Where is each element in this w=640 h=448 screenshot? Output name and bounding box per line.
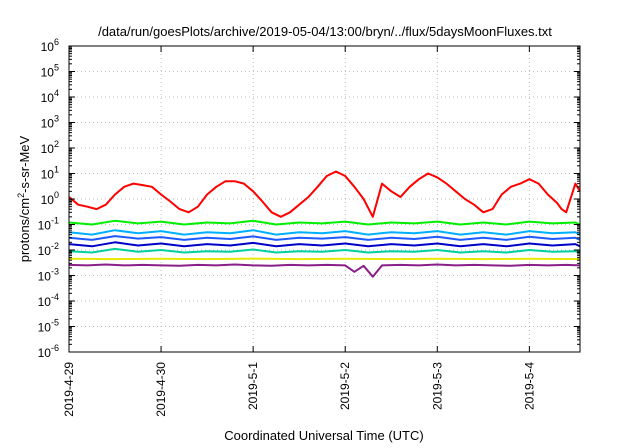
y-axis-label-base: protons/cm (17, 198, 32, 262)
series-line-7 (68, 257, 581, 261)
y-tick-label: 10-1 (38, 216, 59, 233)
y-tick-exp: 5 (54, 63, 59, 73)
x-tick-label: 2019-5-2 (338, 362, 352, 410)
x-tick-label: 2019-4-30 (154, 362, 168, 417)
y-tick-base: 10 (38, 295, 52, 309)
y-tick-label: 101 (41, 165, 59, 182)
x-axis-label: Coordinated Universal Time (UTC) (224, 428, 423, 443)
y-tick-exp: -4 (51, 292, 59, 302)
x-tick-label: 2019-5-4 (522, 362, 536, 410)
y-tick-label: 10-3 (38, 267, 59, 284)
y-tick-exp: 0 (54, 190, 59, 200)
y-tick-base: 10 (41, 40, 55, 54)
y-tick-base: 10 (41, 66, 55, 80)
y-tick-label: 106 (41, 37, 59, 54)
y-tick-label: 102 (41, 139, 59, 156)
y-tick-exp: -3 (51, 267, 59, 277)
chart-title: /data/run/goesPlots/archive/2019-05-04/1… (98, 24, 552, 39)
y-tick-exp: -1 (51, 216, 59, 226)
y-tick-label: 10-4 (38, 292, 59, 309)
y-tick-base: 10 (41, 117, 55, 131)
y-tick-label: 103 (41, 114, 59, 131)
x-tick-label: 2019-5-1 (246, 362, 260, 410)
y-axis-label-exp: 2 (16, 193, 26, 198)
y-tick-label: 10-5 (38, 318, 59, 335)
x-tick-label: 2019-4-29 (62, 362, 76, 417)
y-tick-base: 10 (41, 168, 55, 182)
y-tick-exp: -6 (51, 343, 59, 353)
y-tick-label: 105 (41, 63, 59, 80)
y-tick-label: 100 (41, 190, 59, 207)
y-tick-base: 10 (38, 270, 52, 284)
series-line-5 (68, 241, 581, 248)
series-lines (68, 170, 581, 278)
y-axis: 10610510410310210110010-110-210-310-410-… (38, 37, 580, 360)
y-tick-exp: -2 (51, 241, 59, 251)
series-line-8 (68, 263, 581, 278)
y-tick-label: 10-6 (38, 343, 59, 360)
series-line-3 (68, 229, 581, 236)
y-tick-exp: 3 (54, 114, 59, 124)
y-tick-label: 104 (41, 88, 59, 105)
y-tick-base: 10 (41, 142, 55, 156)
y-tick-exp: 4 (54, 88, 59, 98)
series-line-1 (68, 170, 581, 218)
y-tick-base: 10 (38, 219, 52, 233)
x-tick-label: 2019-5-3 (430, 362, 444, 410)
y-tick-base: 10 (38, 244, 52, 258)
y-axis-label-rest: -s-sr-MeV (17, 135, 32, 192)
x-axis: 2019-4-29 2019-4-30 2019-5-1 2019-5-2 2019-5… (62, 46, 536, 417)
y-axis-label: protons/cm2-s-sr-MeV (16, 135, 32, 262)
y-tick-base: 10 (41, 193, 55, 207)
y-tick-exp: 2 (54, 139, 59, 149)
y-tick-base: 10 (38, 346, 52, 360)
y-tick-base: 10 (41, 91, 55, 105)
y-tick-exp: 6 (54, 37, 59, 47)
series-line-4 (68, 235, 581, 241)
grid (68, 46, 580, 352)
y-tick-label: 10-2 (38, 241, 59, 258)
series-line-2 (68, 219, 581, 226)
y-tick-exp: -5 (51, 318, 59, 328)
series-line-6 (68, 247, 581, 254)
y-tick-exp: 1 (54, 165, 59, 175)
y-tick-base: 10 (38, 321, 52, 335)
